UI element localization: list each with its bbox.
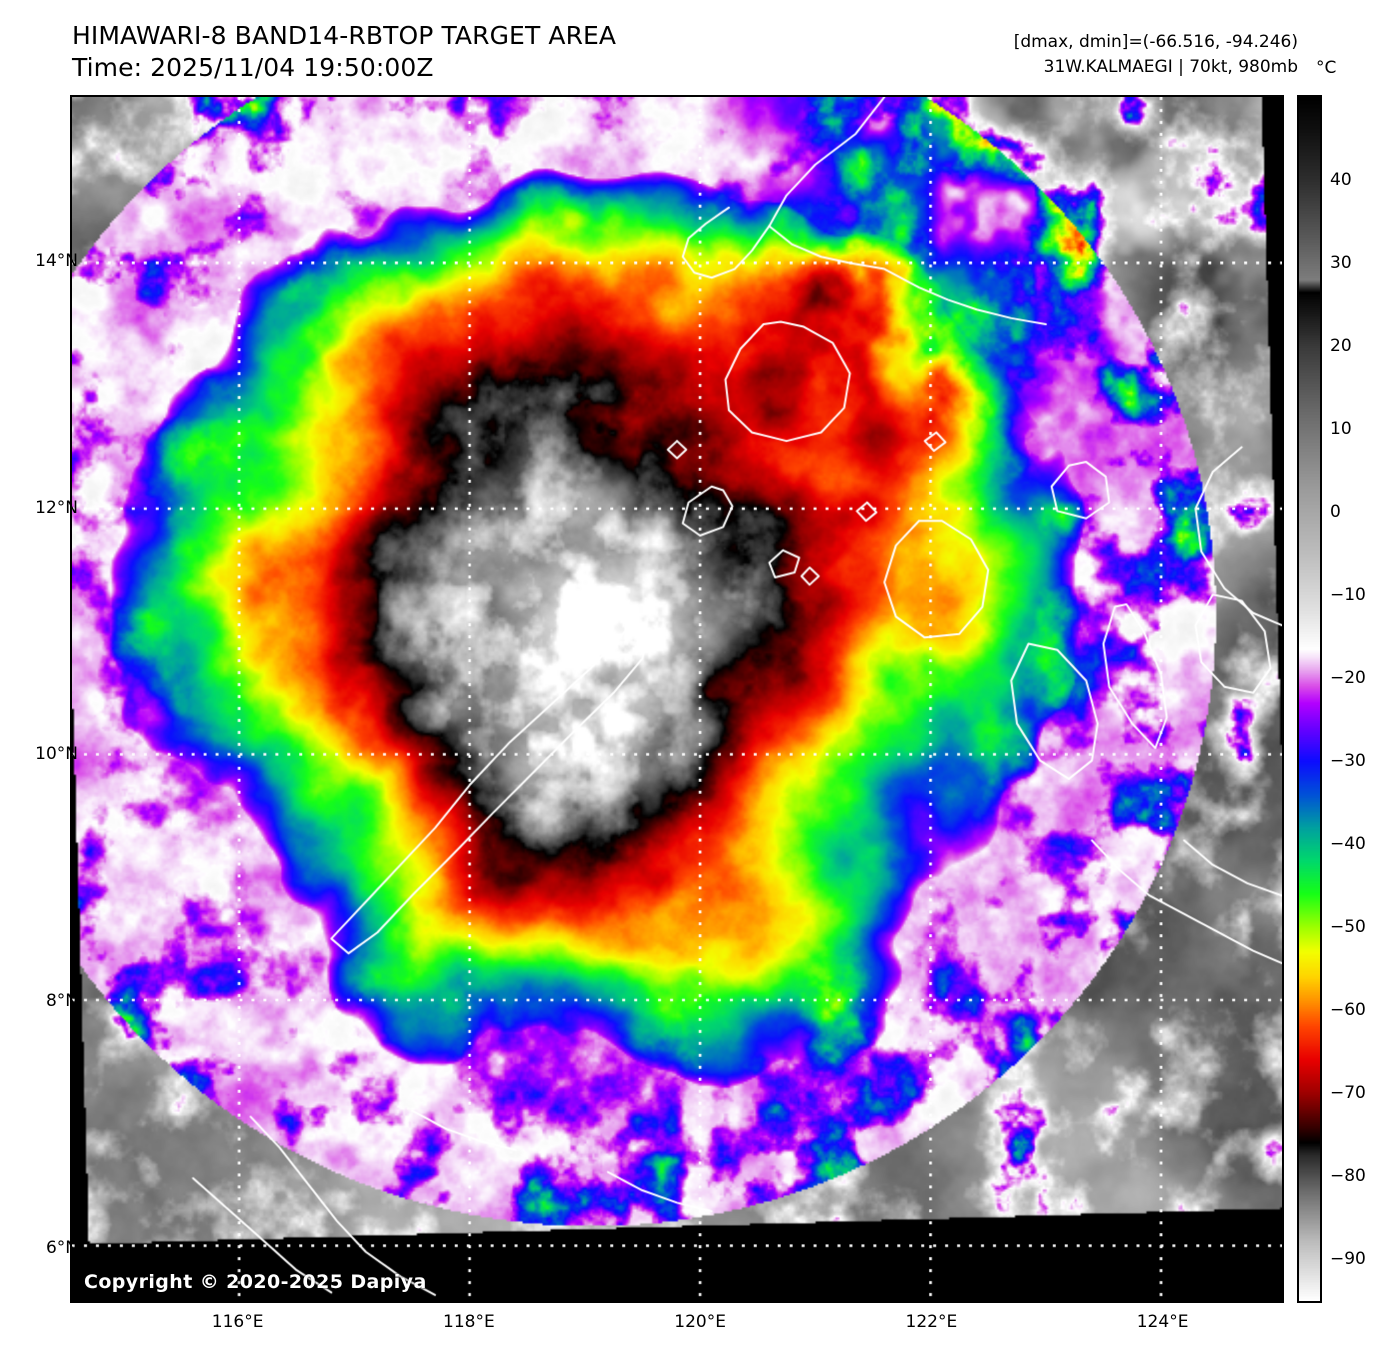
title-block: HIMAWARI-8 BAND14-RBTOP TARGET AREA Time… (72, 20, 616, 84)
lat-tick-label: 8°N (45, 991, 78, 1011)
lon-tick-label: 122°E (905, 1312, 958, 1332)
colorbar-unit-label: °C (1316, 58, 1337, 78)
colorbar-tick-label: 0 (1330, 502, 1341, 523)
metadata-block: [dmax, dmin]=(-66.516, -94.246) 31W.KALM… (1014, 30, 1298, 80)
lon-tick-label: 124°E (1136, 1312, 1189, 1332)
lat-tick-label: 12°N (35, 497, 78, 518)
lon-tick-label: 118°E (443, 1312, 495, 1332)
lon-tick-label: 120°E (674, 1312, 726, 1332)
satellite-image-plot: Copyright © 2020-2025 Dapiya (70, 95, 1284, 1303)
colorbar-tick-label: −60 (1330, 1000, 1366, 1021)
colorbar-tick-label: −40 (1330, 834, 1366, 855)
lat-tick-label: 6°N (45, 1237, 78, 1258)
colorbar-tick-label: 10 (1330, 419, 1352, 440)
colorbar-tick-label: −90 (1330, 1249, 1366, 1270)
colorbar-tick-label: −10 (1330, 585, 1366, 606)
colorbar-tick-label: −30 (1330, 751, 1366, 772)
colorbar-tick-label: −50 (1330, 917, 1366, 938)
colorbar-tick-label: −70 (1330, 1083, 1366, 1104)
gridlines-and-coastlines-canvas (72, 97, 1282, 1301)
lon-tick-label: 116°E (211, 1312, 264, 1332)
colorbar-tick-label: 40 (1330, 170, 1352, 191)
lat-tick-label: 10°N (35, 744, 78, 765)
colorbar-tick-label: −20 (1330, 668, 1366, 689)
product-title: HIMAWARI-8 BAND14-RBTOP TARGET AREA (72, 21, 617, 50)
data-range-label: [dmax, dmin]=(-66.516, -94.246) (1013, 32, 1298, 52)
copyright-label: Copyright © 2020-2025 Dapiya (84, 1271, 427, 1293)
lat-tick-label: 14°N (35, 251, 78, 272)
colorbar-gradient-canvas (1299, 97, 1320, 1301)
colorbar (1297, 95, 1322, 1303)
timestamp-label: Time: 2025/11/04 19:50:00Z (72, 53, 434, 82)
colorbar-tick-label: 30 (1330, 253, 1352, 274)
colorbar-tick-label: −80 (1330, 1166, 1366, 1187)
colorbar-tick-label: 20 (1330, 336, 1352, 357)
storm-info-label: 31W.KALMAEGI | 70kt, 980mb (1043, 57, 1298, 77)
